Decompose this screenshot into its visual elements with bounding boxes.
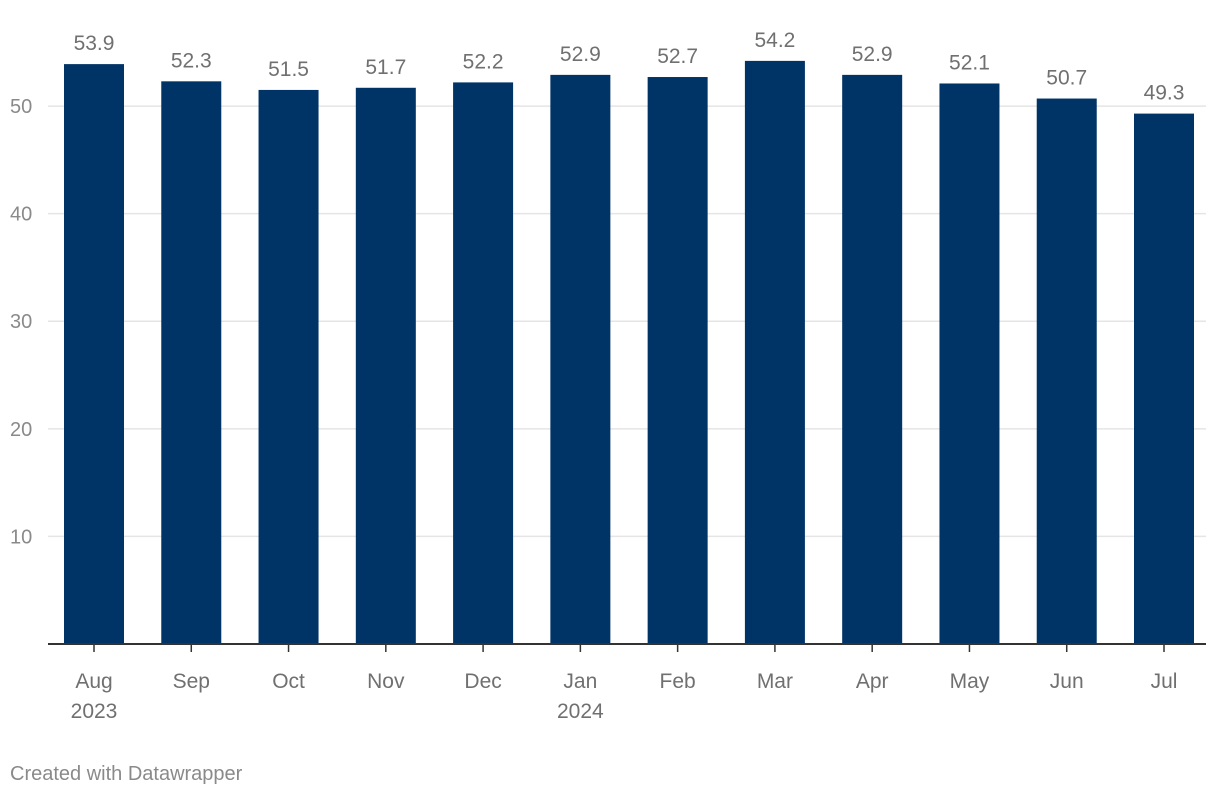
x-tick-label: Apr: [856, 670, 889, 693]
x-tick-label: Dec: [464, 670, 501, 693]
data-label: 52.1: [949, 51, 990, 74]
bar: [258, 89, 319, 645]
x-tick-label: May: [950, 670, 990, 693]
x-tick-label: Nov: [367, 670, 405, 693]
bar: [744, 60, 805, 645]
data-label: 54.2: [754, 29, 795, 52]
bar: [1134, 113, 1194, 645]
x-tick-year-label: 2023: [71, 700, 118, 723]
bar: [1036, 98, 1097, 644]
bar: [355, 87, 416, 645]
y-tick-label: 20: [10, 419, 32, 441]
bar: [161, 81, 222, 644]
y-tick-label: 40: [10, 204, 32, 226]
x-tick-label: Aug: [75, 670, 112, 693]
bar: [453, 82, 514, 644]
x-tick-year-label: 2024: [557, 700, 604, 723]
y-tick-label: 50: [10, 96, 32, 118]
data-label: 52.3: [171, 49, 212, 72]
x-tick-label: Jan: [563, 670, 597, 693]
x-tick-label: Mar: [757, 670, 793, 693]
data-label: 52.2: [463, 50, 504, 73]
data-label: 52.9: [852, 43, 893, 66]
y-tick-label: 30: [10, 311, 32, 333]
bar: [939, 83, 1000, 645]
data-label: 52.7: [657, 45, 698, 68]
credit-footer: Created with Datawrapper: [10, 763, 243, 785]
x-tick-label: Sep: [173, 670, 210, 693]
data-label: 49.3: [1144, 82, 1185, 105]
y-tick-label: 10: [10, 526, 32, 548]
data-label: 50.7: [1046, 67, 1087, 90]
x-tick-label: Jun: [1050, 670, 1084, 693]
bar: [64, 64, 124, 644]
data-label: 51.7: [365, 56, 406, 79]
x-tick-label: Jul: [1151, 670, 1178, 693]
bar: [842, 74, 903, 645]
data-label: 51.5: [268, 58, 309, 81]
data-label: 53.9: [74, 32, 115, 55]
x-tick-label: Feb: [660, 670, 696, 693]
bar: [647, 77, 708, 644]
data-label: 52.9: [560, 43, 601, 66]
bar: [550, 74, 611, 645]
x-tick-label: Oct: [272, 670, 305, 693]
